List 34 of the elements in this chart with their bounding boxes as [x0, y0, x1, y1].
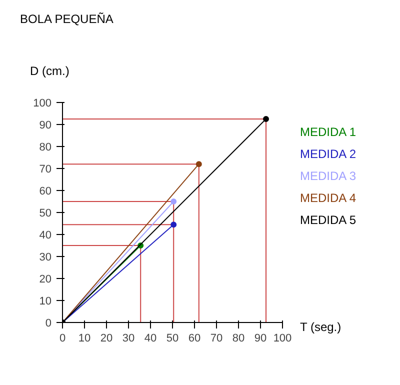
x-tick-label: 20 — [100, 332, 113, 344]
chart-title: BOLA PEQUEÑA — [20, 12, 114, 26]
text: MEDIDA 5 — [300, 213, 356, 227]
y-tick-label: 10 — [39, 296, 52, 308]
point — [170, 198, 177, 204]
text: MEDIDA 2 — [300, 147, 356, 161]
point — [196, 161, 202, 168]
x-tick-label: 40 — [144, 332, 157, 344]
x-tick-label: 70 — [210, 332, 223, 344]
x-tick-label: 10 — [78, 332, 91, 344]
y-tick-label: 90 — [39, 120, 52, 132]
x-tick-label: 50 — [166, 332, 179, 344]
y-axis-title: D (cm.) — [30, 64, 70, 78]
point — [263, 116, 269, 122]
x-axis-title: T (seg.) — [300, 320, 342, 334]
text: MEDIDA 3 — [300, 169, 356, 183]
y-tick-label: 80 — [39, 142, 52, 154]
x-tick-label: 80 — [232, 332, 245, 344]
y-tick-label: 50 — [39, 208, 52, 220]
x-tick-label: 0 — [59, 332, 66, 344]
y-tick-label: 30 — [39, 252, 52, 264]
y-tick-label: 20 — [39, 274, 52, 286]
x-tick-label: 60 — [188, 332, 201, 344]
x-tick-label: 30 — [122, 332, 135, 344]
text: MEDIDA 1 — [300, 125, 356, 139]
y-tick-label: 100 — [33, 98, 52, 110]
x-tick-label: 90 — [254, 332, 267, 344]
y-tick-label: 60 — [39, 186, 52, 198]
point — [170, 222, 177, 228]
y-tick-label: 0 — [45, 318, 52, 330]
y-tick-label: 70 — [39, 164, 52, 176]
y-tick-label: 40 — [39, 230, 52, 242]
x-tick-label: 100 — [273, 332, 292, 344]
text: MEDIDA 4 — [300, 191, 356, 205]
